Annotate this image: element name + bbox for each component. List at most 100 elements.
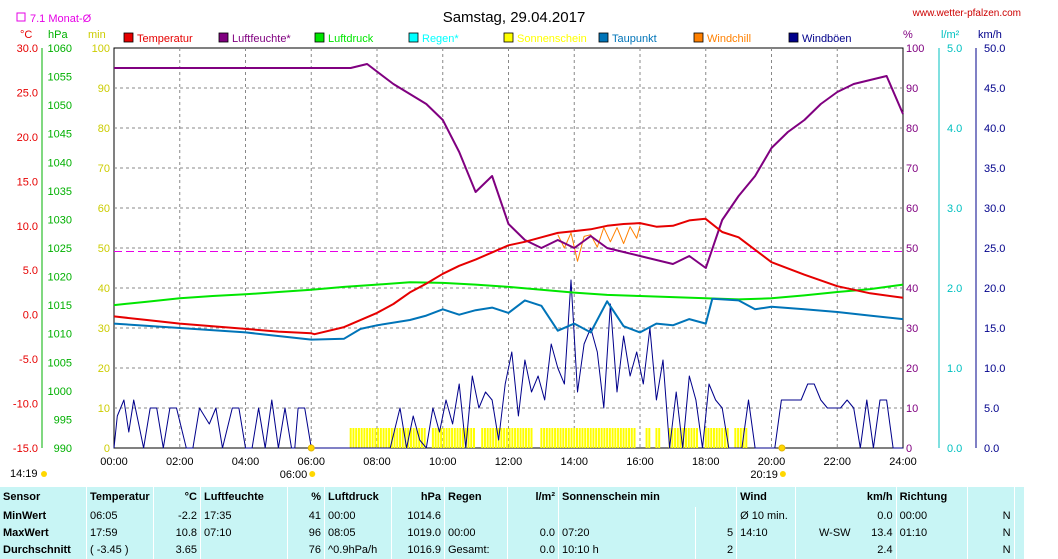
series-line-taupunkt [113,297,904,341]
sunshine-bar [745,428,748,448]
stats-pressure-value: 1014.6 [391,507,445,525]
x-tick-label: 12:00 [495,456,523,468]
series-line-temperatur [113,217,904,336]
legend-label: Regen* [422,33,459,45]
sunshine-bar [511,428,514,448]
sunshine-bar [548,428,551,448]
pressure-tick-label: 1050 [48,100,72,112]
sunshine-bar [734,428,737,448]
minutes-tick-label: 20 [98,363,110,375]
sunshine-bar [393,428,396,448]
sunshine-bar [584,428,587,448]
stats-header-pressure: Luftdruck [324,487,392,508]
sunshine-bar [514,428,517,448]
legend-label: Temperatur [137,33,193,45]
minutes-tick-label: 70 [98,163,110,175]
stats-rain-value: 0.0 [507,524,559,542]
sunshine-bar [581,428,584,448]
sunshine-bar [525,428,528,448]
wind-tick-label: 15.0 [984,323,1005,335]
stats-filler [1014,542,1024,559]
sunshine-bar [628,428,631,448]
sunshine-bars [349,428,748,448]
temp-tick-label: 5.0 [23,265,38,277]
sunshine-bar [690,428,693,448]
stats-pressure-time: 08:05 [324,524,392,542]
stats-header-sensor: Sensor [0,487,87,508]
sunshine-bar [355,428,358,448]
legend-label: Luftfeuchte* [232,33,291,45]
monthly-avg-label: 7.1 Monat-Ø [30,13,92,25]
pressure-tick-label: 995 [54,414,72,426]
sunshine-bar [737,428,740,448]
temp-tick-label: -10.0 [13,399,38,411]
sunshine-bar [492,428,495,448]
sunshine-bar [603,428,606,448]
stats-header-row: Sensor Temperatur °C Luftfeuchte % Luftd… [0,487,1024,508]
percent-tick-label: 70 [906,163,918,175]
sunshine-bar [712,428,715,448]
wind-axis-unit: km/h [978,29,1002,41]
rain-tick-label: 0.0 [947,443,962,455]
sunshine-bar [589,428,592,448]
stats-sunshine-time: 07:20 [558,524,696,542]
sunshine-bar [619,428,622,448]
sunshine-bar [556,428,559,448]
x-tick-label: 02:00 [166,456,194,468]
wind-tick-label: 40.0 [984,123,1005,135]
sunshine-bar [481,428,484,448]
sunshine-bar [464,428,467,448]
sunshine-bar [423,428,426,448]
stats-direction-time: 00:00 [896,507,968,525]
sunshine-bar [363,428,366,448]
sunshine-bar [404,428,407,448]
sunshine-bar [442,428,445,448]
stats-pressure-time: ^0.9hPa/h [324,541,392,559]
stats-header-direction: Richtung [896,487,968,508]
wind-tick-label: 10.0 [984,363,1005,375]
stats-humidity-value: 96 [287,524,325,542]
stats-header-direction-value [967,487,1015,508]
sunshine-bar [586,428,589,448]
chart-title: Samstag, 29.04.2017 [443,9,586,26]
stats-header-temperature-unit: °C [153,487,201,508]
legend-swatch [788,32,799,43]
sunshine-bar [508,428,511,448]
sunshine-bar [503,428,506,448]
sunshine-bar [379,428,382,448]
stats-direction-value: N [967,507,1015,525]
grid [113,47,904,449]
sunshine-bar [695,428,698,448]
sunshine-bar [685,428,688,448]
rain-axis-unit: l/m² [941,29,960,41]
stats-header-sunshine: Sonnenschein min [558,487,738,508]
wind-tick-label: 20.0 [984,283,1005,295]
percent-tick-label: 20 [906,363,918,375]
pressure-tick-label: 1045 [48,129,72,141]
stats-row-label: MinWert [0,507,87,525]
sunset-time-label: 20:19 [750,469,778,481]
x-tick-label: 14:00 [560,456,588,468]
weather-chart: Samstag, 29.04.2017 www.wetter-pfalzen.c… [10,8,1021,481]
sunshine-bar [519,428,522,448]
sunshine-bar [554,428,557,448]
sunshine-bar [575,428,578,448]
x-tick-label: 00:00 [100,456,128,468]
stats-temperature-time: ( -3.45 ) [86,541,154,559]
legend-label: Luftdruck [328,33,374,45]
sunshine-bar [385,428,388,448]
pressure-tick-label: 1055 [48,72,72,84]
sunshine-bar [472,428,475,448]
series-line-windböen [113,279,903,449]
minutes-tick-label: 40 [98,283,110,295]
percent-tick-label: 30 [906,323,918,335]
temp-tick-label: 10.0 [17,221,38,233]
stats-wind-time [736,541,797,559]
sunshine-bar [739,428,742,448]
sunrise-icon [309,471,316,477]
legend-swatch [123,32,134,43]
stats-header-wind: Wind [736,487,797,508]
minutes-tick-label: 90 [98,83,110,95]
temp-tick-label: 15.0 [17,176,38,188]
legend-label: Taupunkt [612,33,657,45]
